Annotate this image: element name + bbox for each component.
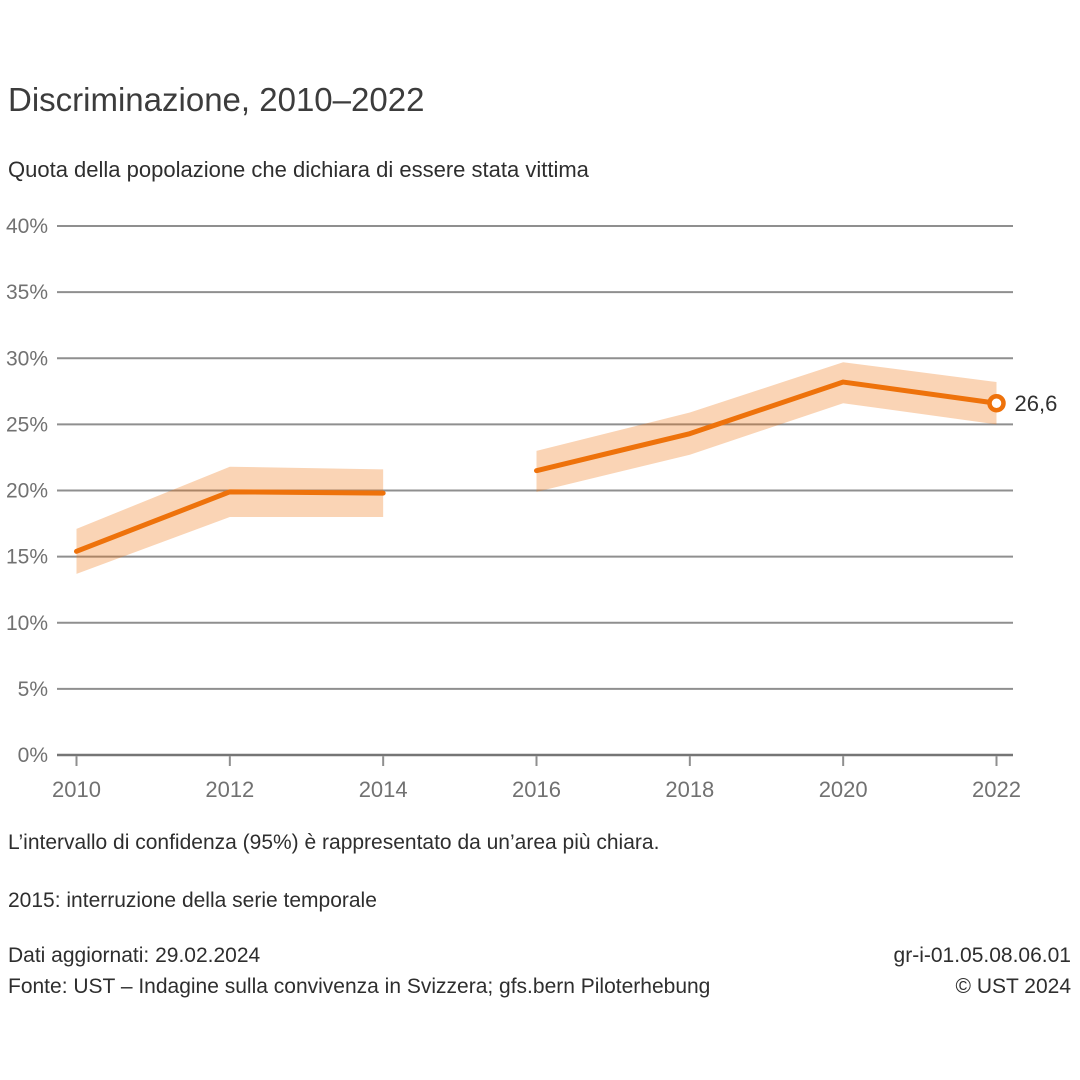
y-axis-label: 10% [6,612,48,635]
y-axis-label: 35% [6,281,48,304]
data-line [74,489,386,554]
footnote-series-break: 2015: interruzione della serie temporale [8,889,377,912]
footnote-confidence-interval: L’intervallo di confidenza (95%) è rappr… [8,831,660,854]
x-axis-label: 2018 [665,777,714,802]
y-axis-label: 15% [6,546,48,569]
x-axis-label: 2022 [972,777,1021,802]
y-axis-label: 30% [6,347,48,370]
chart-title: Discriminazione, 2010–2022 [8,81,425,118]
chart-subtitle: Quota della popolazione che dichiara di … [8,157,589,182]
data-line [534,379,999,474]
source-text: Fonte: UST – Indagine sulla convivenza i… [8,975,711,998]
y-axis-label: 0% [18,744,48,767]
end-point-marker [987,393,1006,413]
x-axis-label: 2012 [205,777,254,802]
y-axis-label: 20% [6,480,48,503]
updated-date-text: Dati aggiornati: 29.02.2024 [8,944,261,967]
confidence-band [536,362,997,492]
y-axis-label: 5% [18,678,48,701]
confidence-band [76,466,384,574]
chart-code-text: gr-i-01.05.08.06.01 [893,944,1071,967]
x-axis-label: 2020 [819,777,868,802]
x-axis-label: 2016 [512,777,561,802]
x-axis-label: 2010 [52,777,101,802]
x-axis-label: 2014 [359,777,408,802]
y-axis-label: 40% [6,215,48,238]
copyright-text: © UST 2024 [955,975,1071,998]
end-point-label: 26,6 [1015,391,1058,416]
y-axis-label: 25% [6,413,48,436]
